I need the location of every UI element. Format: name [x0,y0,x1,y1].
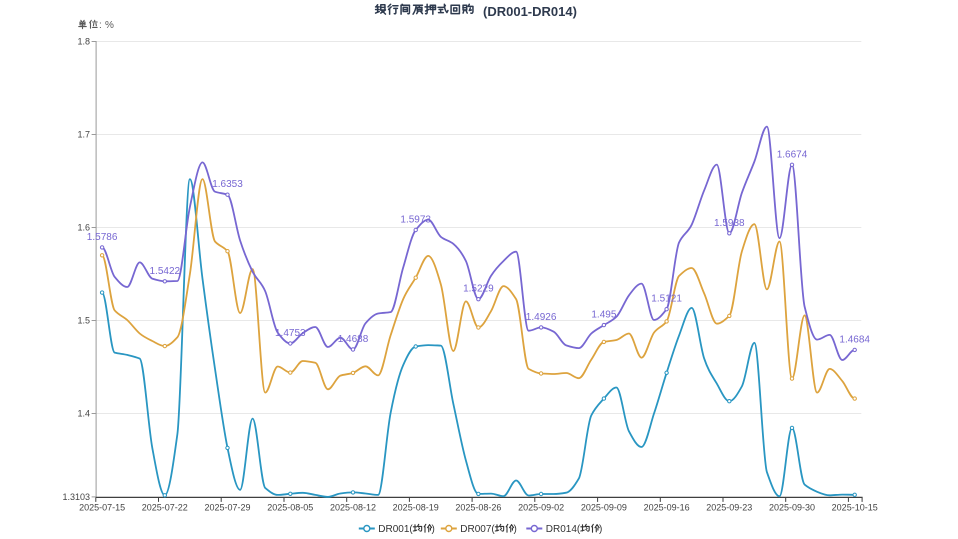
svg-text:1.5: 1.5 [77,316,90,326]
svg-text:%: % [105,20,114,31]
svg-text:1.4: 1.4 [77,409,90,419]
svg-text:1.6353: 1.6353 [212,179,243,190]
svg-text:1.4926: 1.4926 [526,312,557,323]
svg-text:2025-09-16: 2025-09-16 [644,503,690,513]
svg-text:1.6: 1.6 [77,223,90,233]
svg-text:2025-08-19: 2025-08-19 [393,503,439,513]
svg-text:DR001(: DR001( [378,524,413,535]
svg-text::: : [99,20,102,31]
svg-text:2025-07-22: 2025-07-22 [142,503,188,513]
svg-text:1.4688: 1.4688 [338,334,369,345]
svg-text:2025-09-23: 2025-09-23 [706,503,752,513]
svg-text:1.3103: 1.3103 [62,492,90,502]
svg-text:): ) [432,524,435,535]
svg-text:2025-08-12: 2025-08-12 [330,503,376,513]
svg-text:1.5229: 1.5229 [463,284,494,295]
svg-text:2025-07-29: 2025-07-29 [204,503,250,513]
svg-text:1.5121: 1.5121 [651,294,682,305]
svg-text:2025-07-15: 2025-07-15 [79,503,125,513]
svg-text:1.4753: 1.4753 [275,328,306,339]
svg-text:2025-09-09: 2025-09-09 [581,503,627,513]
svg-text:(DR001-DR014): (DR001-DR014) [483,4,577,19]
svg-text:1.7: 1.7 [77,130,90,140]
svg-text:DR007(: DR007( [460,524,495,535]
svg-text:1.5422: 1.5422 [150,266,181,277]
svg-text:1.8: 1.8 [77,37,90,47]
svg-text:1.5938: 1.5938 [714,218,745,229]
svg-text:DR014(: DR014( [546,524,581,535]
svg-text:1.4684: 1.4684 [839,334,870,345]
svg-text:1.5786: 1.5786 [87,232,118,243]
svg-text:): ) [599,524,602,535]
svg-text:2025-09-02: 2025-09-02 [518,503,564,513]
svg-text:2025-09-30: 2025-09-30 [769,503,815,513]
svg-text:2025-08-26: 2025-08-26 [455,503,501,513]
svg-text:1.6674: 1.6674 [777,149,808,160]
svg-text:1.495: 1.495 [591,310,616,321]
svg-text:2025-10-15: 2025-10-15 [832,503,878,513]
svg-text:): ) [514,524,517,535]
svg-text:2025-08-05: 2025-08-05 [267,503,313,513]
svg-text:1.5973: 1.5973 [400,215,431,226]
